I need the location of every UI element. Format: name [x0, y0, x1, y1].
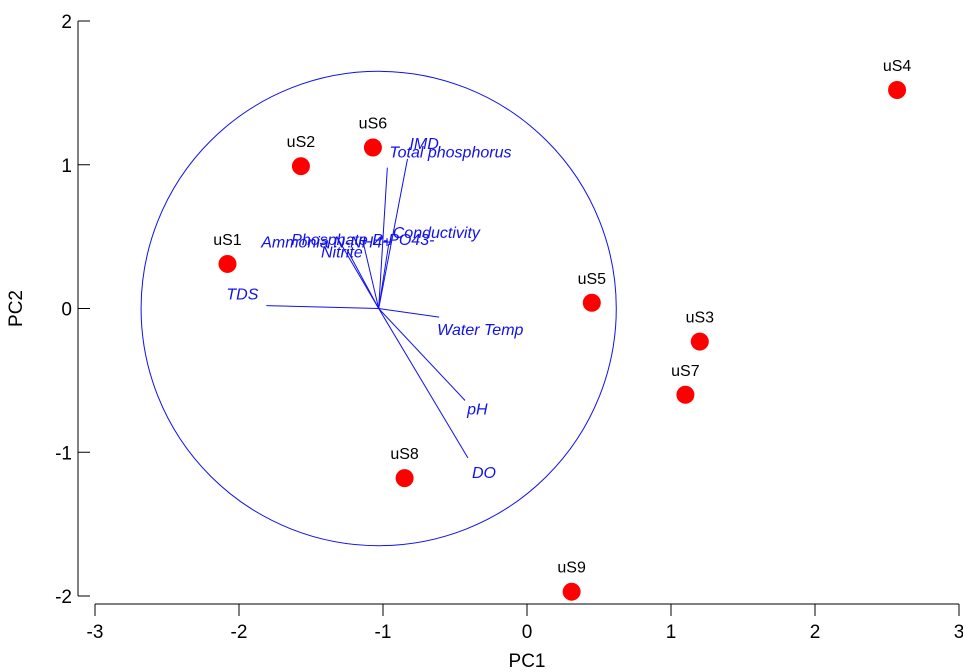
- vector-label: Phosphate P-PO43-: [291, 232, 434, 249]
- site-label: uS5: [578, 271, 607, 288]
- x-tick-label: 2: [810, 622, 821, 643]
- site-label: uS3: [686, 310, 715, 327]
- site-label: uS2: [287, 134, 316, 151]
- loading-vector: [378, 308, 469, 459]
- y-axis-label: PC2: [6, 290, 27, 327]
- site-point: [363, 138, 382, 157]
- point-layer: uS1 uS2 uS3 uS4 uS5 uS6 uS7 uS8 uS9: [213, 58, 911, 601]
- loading-vector: [362, 240, 380, 309]
- y-tick-label: 0: [61, 300, 72, 321]
- x-tick-label: 0: [522, 622, 533, 643]
- x-tick-label: 3: [954, 622, 963, 643]
- site-point: [291, 157, 310, 176]
- y-tick-label: -2: [55, 587, 72, 608]
- vector-label: TDS: [226, 287, 258, 304]
- vector-label: DO: [472, 465, 496, 482]
- vector-label: IMD: [409, 136, 439, 153]
- loading-vector: [378, 167, 388, 309]
- x-tick-label: -2: [231, 622, 248, 643]
- loading-vector: [378, 243, 390, 309]
- loading-vector: [378, 308, 466, 401]
- x-tick-label: -1: [375, 622, 392, 643]
- site-point: [218, 254, 237, 273]
- y-tick-label: 1: [61, 156, 72, 177]
- site-label: uS9: [557, 560, 586, 577]
- site-point: [676, 385, 695, 404]
- loading-vector: [378, 158, 408, 309]
- site-label: uS6: [359, 116, 388, 133]
- vector-label: Ammonia N-NH4+: [260, 235, 391, 252]
- site-label: uS8: [390, 446, 419, 463]
- x-tick-label: -3: [87, 622, 104, 643]
- correlation-circle-layer: [140, 70, 617, 547]
- axes: -3 -2 -1 0 1 2 3 -2 -1 0 1 2: [55, 12, 963, 643]
- vector-label: pH: [466, 402, 488, 419]
- site-point: [690, 332, 709, 351]
- loading-vector: [266, 305, 379, 309]
- vector-label: Water Temp: [437, 322, 523, 339]
- vector-label: Total phosphorus: [389, 145, 511, 162]
- site-point: [582, 293, 601, 312]
- vector-label: Nitrite: [321, 245, 363, 262]
- x-tick-label: 1: [666, 622, 677, 643]
- correlation-circle: [140, 70, 617, 547]
- site-point: [562, 582, 581, 601]
- site-label: uS7: [671, 363, 700, 380]
- loading-vector: [346, 249, 380, 309]
- vector-label: Conductivity: [393, 225, 481, 242]
- loading-vector: [378, 308, 440, 318]
- site-point: [395, 469, 414, 488]
- y-tick-label: -1: [55, 443, 72, 464]
- site-label: uS4: [883, 58, 912, 75]
- site-point: [888, 81, 907, 99]
- x-axis-label: PC1: [509, 651, 546, 672]
- site-label: uS1: [213, 232, 242, 249]
- y-tick-label: 2: [61, 12, 72, 33]
